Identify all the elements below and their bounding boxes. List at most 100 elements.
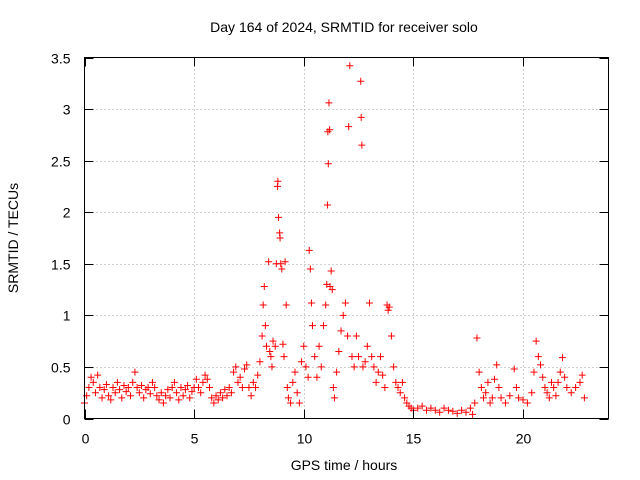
data-point-marker <box>537 361 545 369</box>
data-point-marker <box>305 246 313 254</box>
data-point-marker <box>192 375 200 383</box>
data-point-marker <box>488 394 496 402</box>
y-tick-label: 0.5 <box>51 360 71 376</box>
x-tick-label: 5 <box>191 431 199 447</box>
data-point-marker <box>561 373 569 381</box>
data-point-marker <box>279 340 287 348</box>
y-axis-label: SRMTID / TECUs <box>5 183 21 293</box>
data-point-marker <box>319 322 327 330</box>
data-point-marker <box>534 353 542 361</box>
data-point-marker <box>87 373 95 381</box>
data-point-marker <box>107 396 115 404</box>
data-point-marker <box>269 337 277 345</box>
data-point-marker <box>576 378 584 386</box>
data-point-marker <box>195 384 203 392</box>
data-point-marker <box>490 375 498 383</box>
data-point-marker <box>462 408 470 416</box>
y-tick-label: 0 <box>63 412 71 428</box>
data-point-marker <box>277 260 285 268</box>
data-point-marker <box>281 258 289 266</box>
data-point-marker <box>266 347 274 355</box>
data-point-marker <box>116 386 124 394</box>
data-point-marker <box>322 301 330 309</box>
y-tick-label: 3 <box>63 102 71 118</box>
data-point-marker <box>339 311 347 319</box>
data-point-marker <box>330 394 338 402</box>
data-point-marker <box>261 322 269 330</box>
data-point-marker <box>510 365 518 373</box>
x-tick-label: 0 <box>82 431 90 447</box>
data-point-marker <box>203 375 211 383</box>
data-point-marker <box>528 389 536 397</box>
data-point-marker <box>177 384 185 392</box>
data-point-marker <box>355 353 363 361</box>
data-point-marker <box>144 384 152 392</box>
data-point-marker <box>394 384 402 392</box>
data-point-marker <box>398 378 406 386</box>
data-point-marker <box>495 384 503 392</box>
data-point-marker <box>268 363 276 371</box>
data-point-marker <box>359 363 367 371</box>
data-point-marker <box>530 368 538 376</box>
data-point-marker <box>170 378 178 386</box>
data-point-marker <box>578 371 586 379</box>
data-point-marker <box>232 363 240 371</box>
data-point-marker <box>129 378 137 386</box>
data-point-marker <box>127 392 135 400</box>
data-point-marker <box>98 394 106 402</box>
data-point-marker <box>173 389 181 397</box>
data-point-marker <box>259 301 267 309</box>
data-point-marker <box>563 384 571 392</box>
data-point-marker <box>357 113 365 121</box>
data-point-marker <box>392 378 400 386</box>
data-point-marker <box>188 388 196 396</box>
data-point-marker <box>523 399 531 407</box>
data-point-marker <box>384 306 392 314</box>
plot-area-frame <box>84 57 609 419</box>
data-point-marker <box>120 381 128 389</box>
data-point-marker <box>390 363 398 371</box>
data-point-marker <box>497 394 505 402</box>
data-point-marker <box>287 399 295 407</box>
data-point-marker <box>418 402 426 410</box>
data-point-marker <box>94 371 102 379</box>
data-point-marker <box>146 390 154 398</box>
data-point-marker <box>221 386 229 394</box>
data-point-marker <box>214 396 222 404</box>
data-point-marker <box>519 396 527 404</box>
y-tick-label: 2 <box>63 205 71 221</box>
data-point-marker <box>113 378 121 386</box>
data-point-marker <box>337 327 345 335</box>
data-point-marker <box>580 394 588 402</box>
data-point-marker <box>475 368 483 376</box>
data-point-marker <box>350 363 358 371</box>
data-point-marker <box>280 353 288 361</box>
data-point-marker <box>247 392 255 400</box>
axis-ticks <box>84 57 609 420</box>
data-point-marker <box>223 392 231 400</box>
data-point-marker <box>449 407 457 415</box>
data-point-marker <box>245 384 253 392</box>
data-point-marker <box>325 99 333 107</box>
data-point-marker <box>153 392 161 400</box>
y-tick-label: 1 <box>63 308 71 324</box>
data-point-marker <box>256 358 264 366</box>
data-point-marker <box>477 384 485 392</box>
data-point-marker <box>309 322 317 330</box>
data-point-marker <box>501 399 509 407</box>
data-point-marker <box>550 384 558 392</box>
data-point-marker <box>298 358 306 366</box>
data-point-marker <box>302 363 310 371</box>
data-point-marker <box>341 299 349 307</box>
data-point-marker <box>254 371 262 379</box>
data-point-marker <box>307 299 315 307</box>
data-point-marker <box>427 404 435 412</box>
x-axis-label: GPS time / hours <box>291 457 398 473</box>
data-point-marker <box>289 378 297 386</box>
data-point-marker <box>326 126 334 134</box>
data-point-marker <box>199 378 207 386</box>
data-point-marker <box>91 389 99 397</box>
data-point-marker <box>265 258 273 266</box>
y-tick-label: 3.5 <box>51 51 71 67</box>
